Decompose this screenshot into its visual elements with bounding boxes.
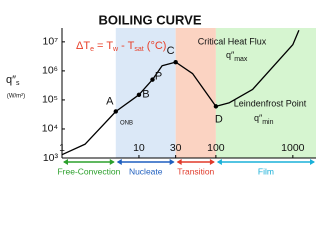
arrow-head: [216, 159, 222, 165]
arrow-head: [176, 159, 182, 165]
text-part: ΔT: [76, 40, 90, 52]
region-shade: [115, 28, 176, 158]
arrow-head: [63, 159, 68, 165]
text-part: q″: [254, 113, 263, 123]
region-label: Transition: [177, 166, 214, 176]
shading-layer: [115, 28, 316, 158]
arrow-head: [116, 159, 122, 165]
annotation: q″max: [226, 50, 248, 62]
subscript: w: [112, 46, 119, 53]
region-label: Film: [258, 166, 274, 176]
annotation: Leindenfrost Point: [234, 98, 307, 108]
y-tick-label: 10⁵: [42, 94, 58, 106]
annotation: ONB: [120, 121, 133, 127]
point: [136, 92, 142, 98]
region-shade: [175, 28, 216, 158]
annotation: Critical Heat Flux: [198, 36, 267, 46]
subscript: max: [234, 56, 248, 63]
region-label: Free-Convection: [57, 166, 120, 176]
region-label: Nucleate: [129, 166, 163, 176]
annotation: q″min: [254, 113, 274, 125]
point-label: P: [155, 71, 162, 83]
point: [150, 77, 155, 82]
arrow-head: [109, 159, 115, 165]
y-tick-label: 10⁶: [42, 65, 58, 77]
y-tick-label: 10⁴: [42, 123, 58, 135]
text-part: q″: [6, 74, 16, 86]
text-part: (°C): [144, 40, 167, 52]
point-label: C: [167, 45, 175, 57]
chart: BOILING CURVE ΔTe = Tw - Tsat (°C) q″s (…: [6, 12, 316, 176]
point-label: A: [106, 95, 114, 107]
x-tick-label: 1000: [281, 142, 305, 154]
region-shade: [215, 28, 316, 158]
y-axis-unit: (W/m²): [7, 94, 25, 100]
x-tick-label: 100: [207, 142, 225, 154]
text-part: - T: [118, 40, 135, 52]
y-tick-label: 10⁷: [43, 36, 59, 48]
subscript: sat: [134, 46, 143, 53]
y-tick-label: 10³: [43, 152, 59, 164]
text-part: q″: [226, 50, 235, 60]
point-label: B: [142, 89, 149, 101]
point-label: D: [215, 113, 223, 125]
subscript: s: [16, 80, 20, 87]
subscript: e: [90, 46, 94, 53]
x-tick-label: 1: [59, 142, 65, 154]
x-tick-label: 10: [133, 142, 145, 154]
x-tick-label: 30: [170, 142, 182, 154]
arrow-head: [169, 159, 175, 165]
y-axis-label: q″s: [6, 74, 20, 87]
arrow-head: [310, 159, 315, 165]
chart-title: BOILING CURVE: [98, 12, 201, 27]
point: [213, 104, 219, 109]
formula: ΔTe = Tw - Tsat (°C): [76, 40, 166, 53]
text-part: = T: [94, 40, 113, 52]
point: [113, 109, 118, 114]
point: [173, 59, 178, 65]
subscript: min: [262, 119, 273, 126]
arrow-head: [209, 159, 215, 165]
